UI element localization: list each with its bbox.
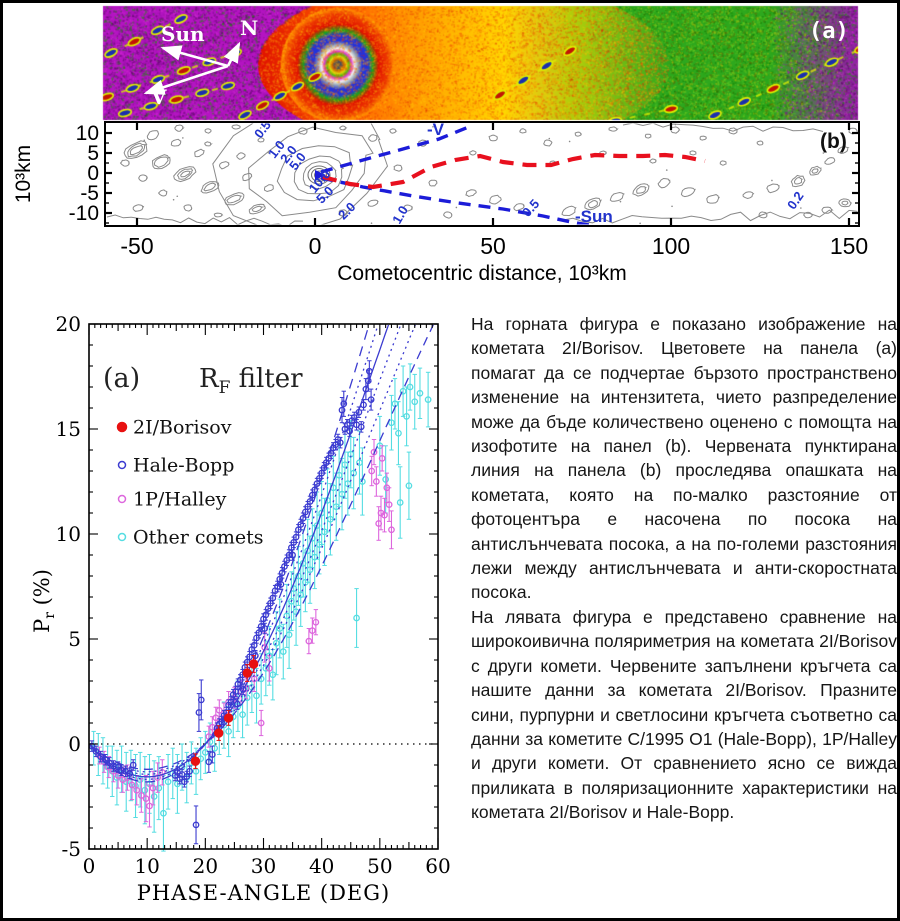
legend-marker-2 <box>117 460 127 470</box>
svg-text:20: 20 <box>193 854 218 878</box>
caption-text-block: На горната фигура е показано изображение… <box>471 312 897 825</box>
svg-text:-50: -50 <box>120 233 153 259</box>
svg-text:60: 60 <box>425 854 450 878</box>
chart-y-axis-title: Pr (%) <box>30 569 58 633</box>
panel-b-x-axis-title: Cometocentric distance, 10³km <box>337 262 626 285</box>
svg-text:50: 50 <box>480 233 506 259</box>
svg-text:-5: -5 <box>80 182 99 205</box>
isophote-level-label: 0.2 <box>784 189 807 212</box>
panel-b-label: (b) <box>820 130 847 153</box>
chart-panel-label: (a) <box>103 363 140 394</box>
caption-paragraph-2: На лявата фигура е представено сравнение… <box>471 606 897 823</box>
panel-b-contours: 0.51.02.05.010.05.02.0 1.0 0.5 0.2-V-Sun <box>106 120 858 226</box>
fit-curves <box>90 325 434 783</box>
legend-marker-4 <box>117 532 127 542</box>
chart-legend: 2I/Borisov Hale-Bopp 1P/Halley Other comets <box>116 417 264 549</box>
svg-text:10: 10 <box>134 854 159 878</box>
panel-b-ticks <box>105 122 859 226</box>
comet-tail-trace-line <box>322 152 706 190</box>
legend-marker-1 <box>116 421 128 433</box>
svg-text:50: 50 <box>367 854 392 878</box>
legend-marker-3 <box>117 494 127 504</box>
photocenter-marker <box>315 170 326 180</box>
svg-text:100: 100 <box>652 233 690 259</box>
chart-x-axis-title: PHASE-ANGLE (DEG) <box>137 881 390 905</box>
panel-a-label: (a) <box>809 19 849 44</box>
north-arrow-label: N <box>240 16 258 40</box>
svg-text:150: 150 <box>830 233 868 259</box>
anti-sun-direction-line <box>320 176 590 225</box>
svg-text:5: 5 <box>68 627 81 651</box>
svg-text:-5: -5 <box>62 837 81 861</box>
panel-a-annotations: Sun N V (a) <box>143 16 849 109</box>
svg-text:5: 5 <box>87 142 99 165</box>
svg-text:40: 40 <box>309 854 334 878</box>
velocity-arrow-label: V <box>150 85 167 109</box>
panel-b-frame <box>104 121 860 227</box>
panel-b-y-axis-title: 10³km <box>12 145 35 203</box>
svg-text:-10: -10 <box>69 202 99 225</box>
svg-text:0: 0 <box>68 732 81 756</box>
legend-label-4: Other comets <box>133 527 264 549</box>
comet-false-color-image <box>3 3 897 918</box>
direction-arrow <box>160 45 229 68</box>
series-hale-bopp <box>88 360 375 845</box>
legend-label-2: Hale-Bopp <box>133 455 234 477</box>
isophote-level-label: 1.0 <box>389 203 411 226</box>
svg-text:30: 30 <box>251 854 276 878</box>
svg-text:10: 10 <box>76 122 99 145</box>
anti-velocity-label: -V <box>427 120 445 139</box>
sun-arrow-label: Sun <box>161 22 205 46</box>
anti-velocity-direction-line <box>320 124 472 174</box>
chart-frame <box>88 323 439 850</box>
series-2i-borisov <box>190 655 259 770</box>
anti-sun-label: -Sun <box>575 207 613 226</box>
svg-text:0: 0 <box>83 854 96 878</box>
svg-text:20: 20 <box>56 312 81 336</box>
panel-b-isophote-map: 0.51.02.05.010.05.02.0 1.0 0.5 0.2-V-Sun(b)… <box>12 120 868 285</box>
svg-text:0: 0 <box>309 233 322 259</box>
legend-label-3: 1P/Halley <box>133 489 227 511</box>
direction-arrow <box>143 64 229 95</box>
direction-arrow <box>223 41 241 67</box>
figure-vector-layer: Sun NV(a)0.51.02.05.010.05.02.0 1.0 0.5 0.2-… <box>12 16 868 905</box>
caption-paragraph-1: На горната фигура е показано изображение… <box>471 314 897 603</box>
legend-label-1: 2I/Borisov <box>133 417 232 439</box>
chart-title: RF filter <box>199 364 303 398</box>
chart-ticks <box>88 323 439 850</box>
svg-text:15: 15 <box>56 417 81 441</box>
svg-text:0: 0 <box>87 162 99 185</box>
svg-text:10: 10 <box>56 522 81 546</box>
